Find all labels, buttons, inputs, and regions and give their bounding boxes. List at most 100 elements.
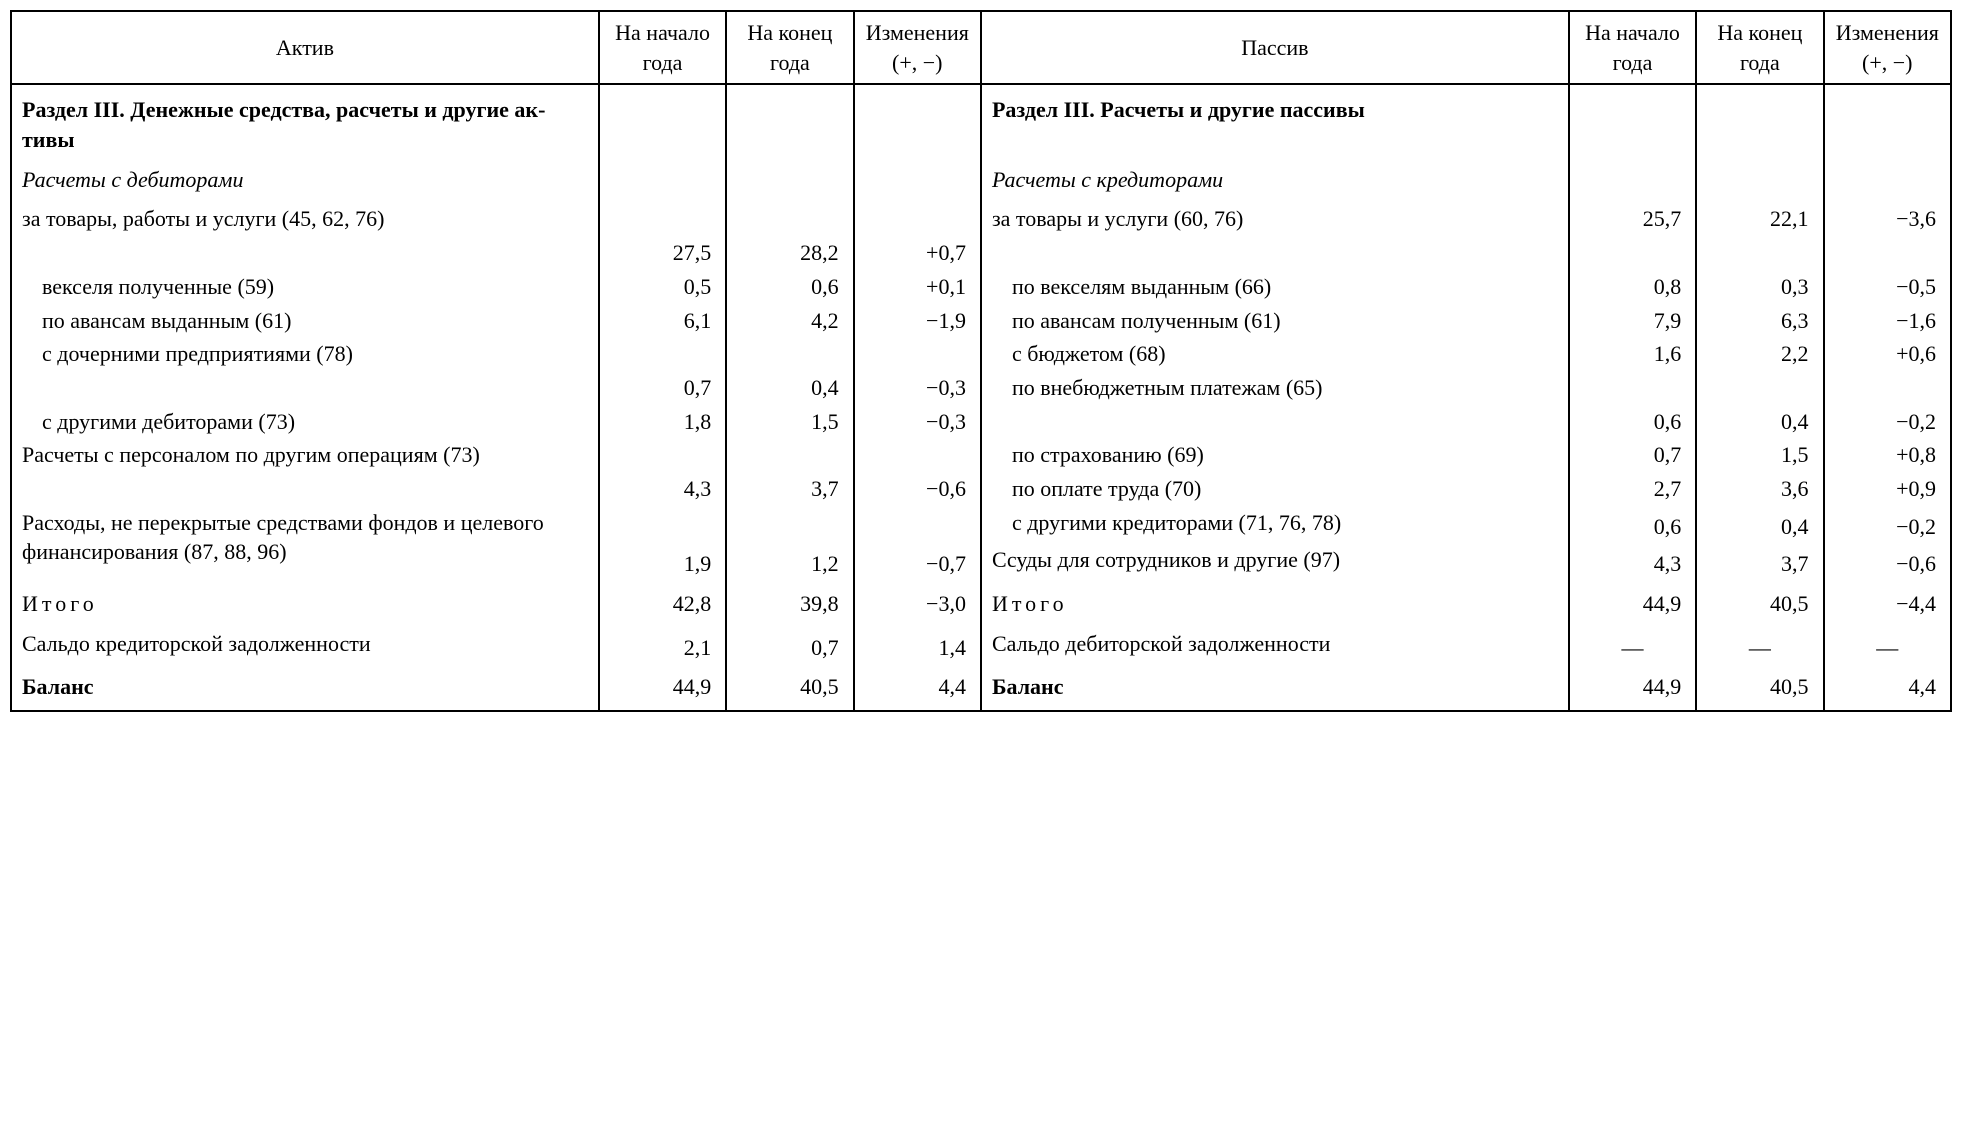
liab-insur-a: 0,7 <box>1569 438 1696 472</box>
asset-exp-l: Расходы, не перекрытые средствами фондов… <box>11 506 599 581</box>
asset-total-a: 42,8 <box>599 587 726 621</box>
liab-loans-a: 4,3 <box>1569 547 1696 581</box>
asset-goods-a: 27,5 <box>599 236 726 270</box>
liab-saldo-l: Сальдо дебиторской задол­женности <box>981 627 1569 665</box>
asset-other-c: −0,3 <box>854 405 981 439</box>
liab-wages-c: +0,9 <box>1824 472 1951 506</box>
asset-other-a: 1,8 <box>599 405 726 439</box>
liab-total-a: 44,9 <box>1569 587 1696 621</box>
asset-goods-c: +0,7 <box>854 236 981 270</box>
asset-staff-a: 4,3 <box>599 472 726 506</box>
liab-balance-b: 40,5 <box>1696 670 1823 711</box>
hdr-start1: На начало года <box>599 11 726 84</box>
asset-adv-c: −1,9 <box>854 304 981 338</box>
hdr-liab: Пассив <box>981 11 1569 84</box>
asset-balance-c: 4,4 <box>854 670 981 711</box>
asset-staff-b: 3,7 <box>726 472 853 506</box>
liab-other-a: 0,6 <box>1569 510 1696 544</box>
asset-total-b: 39,8 <box>726 587 853 621</box>
asset-adv-b: 4,2 <box>726 304 853 338</box>
asset-other-b: 1,5 <box>726 405 853 439</box>
balance-table: Актив На начало года На конец года Изме­… <box>10 10 1952 712</box>
asset-bills-b: 0,6 <box>726 270 853 304</box>
asset-bills-a: 0,5 <box>599 270 726 304</box>
liab-total-c: −4,4 <box>1824 587 1951 621</box>
asset-subsid-b: 0,4 <box>726 371 853 405</box>
liab-loans-b: 3,7 <box>1696 547 1823 581</box>
liab-balance-a: 44,9 <box>1569 670 1696 711</box>
liab-loans-l: Ссуды для сотрудников и другие (97) <box>981 543 1569 581</box>
asset-staff-c: −0,6 <box>854 472 981 506</box>
asset-exp-b: 1,2 <box>726 547 853 581</box>
liab-offbud-a: 0,6 <box>1569 405 1696 439</box>
liab-goods-b: 22,1 <box>1696 202 1823 236</box>
asset-bills-c: +0,1 <box>854 270 981 304</box>
liab-insur-l: по страхованию (69) <box>981 438 1569 472</box>
liab-budget-l: с бюджетом (68) <box>981 337 1569 371</box>
hdr-end1: На конец года <box>726 11 853 84</box>
hdr-asset: Актив <box>11 11 599 84</box>
liab-bills-b: 0,3 <box>1696 270 1823 304</box>
liab-other-c: −0,2 <box>1824 510 1951 544</box>
hdr-end2: На конец года <box>1696 11 1823 84</box>
asset-bills-l: векселя полученные (59) <box>11 270 599 304</box>
asset-sub: Расчеты с дебиторами <box>11 163 599 197</box>
liab-total-b: 40,5 <box>1696 587 1823 621</box>
liab-budget-b: 2,2 <box>1696 337 1823 371</box>
liab-budget-c: +0,6 <box>1824 337 1951 371</box>
liab-saldo-a: — <box>1569 631 1696 665</box>
asset-subsid-a: 0,7 <box>599 371 726 405</box>
asset-balance-b: 40,5 <box>726 670 853 711</box>
liab-goods-a: 25,7 <box>1569 202 1696 236</box>
hdr-chg2: Изме­нения (+, −) <box>1824 11 1951 84</box>
asset-saldo-b: 0,7 <box>726 631 853 665</box>
asset-exp-a: 1,9 <box>599 547 726 581</box>
asset-section: Раздел III. Денежные сред­ства, расчеты … <box>11 84 599 156</box>
asset-exp-c: −0,7 <box>854 547 981 581</box>
asset-other-l: с другими дебиторами (73) <box>11 405 599 439</box>
asset-saldo-l: Сальдо кредиторской задол­женности <box>11 627 599 665</box>
hdr-start2: На начало года <box>1569 11 1696 84</box>
asset-total-l: Итого <box>11 587 599 621</box>
liab-bills-l: по векселям выданным (66) <box>981 270 1569 304</box>
liab-total-l: Итого <box>981 587 1569 621</box>
liab-goods-l: за товары и услуги (60, 76) <box>981 202 1569 236</box>
liab-section: Раздел III. Расчеты и другие пассивы <box>981 84 1569 156</box>
liab-offbud-b: 0,4 <box>1696 405 1823 439</box>
asset-subsid-l: с дочерними предприятия­ми (78) <box>11 337 599 404</box>
asset-saldo-a: 2,1 <box>599 631 726 665</box>
asset-saldo-c: 1,4 <box>854 631 981 665</box>
liab-saldo-b: — <box>1696 631 1823 665</box>
liab-adv-l: по авансам полученным (61) <box>981 304 1569 338</box>
liab-adv-c: −1,6 <box>1824 304 1951 338</box>
asset-balance-l: Баланс <box>11 670 599 711</box>
liab-other-b: 0,4 <box>1696 510 1823 544</box>
asset-total-c: −3,0 <box>854 587 981 621</box>
liab-insur-b: 1,5 <box>1696 438 1823 472</box>
hdr-chg1: Изме­нения (+, −) <box>854 11 981 84</box>
liab-sub: Расчеты с кредиторами <box>981 163 1569 197</box>
liab-offbud-l: по внебюджетным плате­жам (65) <box>981 371 1569 438</box>
liab-offbud-c: −0,2 <box>1824 405 1951 439</box>
liab-adv-b: 6,3 <box>1696 304 1823 338</box>
liab-loans-c: −0,6 <box>1824 547 1951 581</box>
liab-wages-a: 2,7 <box>1569 472 1696 506</box>
liab-balance-c: 4,4 <box>1824 670 1951 711</box>
liab-wages-b: 3,6 <box>1696 472 1823 506</box>
asset-balance-a: 44,9 <box>599 670 726 711</box>
liab-saldo-c: — <box>1824 631 1951 665</box>
liab-insur-c: +0,8 <box>1824 438 1951 472</box>
liab-bills-c: −0,5 <box>1824 270 1951 304</box>
liab-bills-a: 0,8 <box>1569 270 1696 304</box>
asset-staff-l: Расчеты с персоналом по другим операциям… <box>11 438 599 505</box>
asset-adv-l: по авансам выданным (61) <box>11 304 599 338</box>
liab-wages-l: по оплате труда (70) <box>981 472 1569 506</box>
liab-goods-c: −3,6 <box>1824 202 1951 236</box>
liab-budget-a: 1,6 <box>1569 337 1696 371</box>
asset-goods-l: за товары, работы и услуги (45, 62, 76) <box>11 202 599 269</box>
liab-balance-l: Баланс <box>981 670 1569 711</box>
asset-adv-a: 6,1 <box>599 304 726 338</box>
asset-subsid-c: −0,3 <box>854 371 981 405</box>
asset-goods-b: 28,2 <box>726 236 853 270</box>
liab-other-l: с другими кредиторами (71, 76, 78) <box>981 506 1569 544</box>
